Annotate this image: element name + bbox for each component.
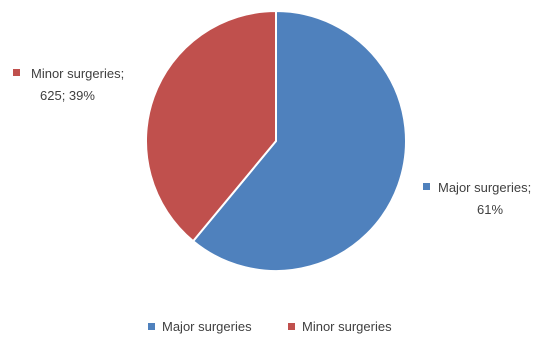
data-label-minor-line2: 625; 39% [40,88,95,103]
legend-marker-minor [288,323,295,330]
data-label-minor-marker [13,69,20,76]
data-label-major: Major surgeries; 61% [423,180,531,217]
legend-label-minor: Minor surgeries [302,319,392,334]
legend-marker-major [148,323,155,330]
legend: Major surgeries Minor surgeries [148,319,392,334]
pie-slice-minor-surgeries [145,10,277,243]
pie-slice-major-surgeries [192,10,407,272]
data-label-major-line1: Major surgeries; [438,180,531,195]
data-label-minor: Minor surgeries; 625; 39% [13,66,124,103]
data-label-minor-line1: Minor surgeries; [31,66,124,81]
legend-label-major: Major surgeries [162,319,252,334]
pie-slices [145,10,407,272]
data-label-major-marker [423,183,430,190]
data-label-major-line2: 61% [477,202,503,217]
